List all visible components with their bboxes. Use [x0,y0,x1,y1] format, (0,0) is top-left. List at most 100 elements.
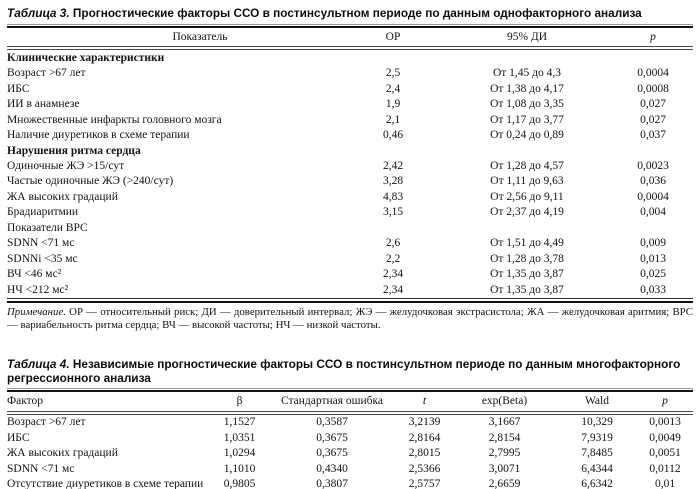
cell-label: Частые одиночные ЖЭ (>240/сут) [7,175,174,188]
cell-value: 6,6342 [581,478,613,489]
cell-value: 3,28 [382,175,404,188]
cell-value: 0,3587 [316,416,348,429]
cell-value: 2,42 [382,159,404,172]
cell-value: От 2,37 до 4,19 [490,206,564,219]
cell-label: SDNN <71 мс [7,237,75,250]
cell-value: От 0,24 до 0,89 [490,129,564,142]
cell-value: От 1,35 до 3,87 [490,283,564,296]
cell-label: SDNN <71 мс [7,462,75,475]
table4-title: Таблица 4. Независимые прогностические ф… [7,356,693,388]
cell-label: ЖА высоких градаций [7,190,118,203]
table4-col-p: p [662,395,668,408]
cell-label: ИИ в анамнезе [7,98,80,111]
cell-label: Брадиаритмии [7,206,79,219]
section-row: Нарушения ритма сердца [7,143,693,158]
cell-value: 0,027 [640,98,666,111]
cell-label: Отсутствие диуретиков в схеме терапии [7,478,204,489]
cell-value: 0,9805 [223,478,256,489]
table-row: ЖА высоких градаций 1,0294 0,3675 2,8015 2,7… [7,446,693,461]
cell-value: 1,1527 [223,416,256,429]
cell-value: 0,009 [640,237,666,250]
cell-value: 2,34 [382,268,404,281]
cell-label: Наличие диуретиков в схеме терапии [7,129,190,142]
cell-label: Одиночные ЖЭ >15/сут [7,159,125,172]
cell-value: 0,004 [640,206,666,219]
table3-col-indicator: Показатель [172,30,228,43]
cell-value: 2,34 [382,283,404,296]
cell-value: 0,0004 [637,67,669,80]
table4-header-rule [7,410,693,415]
cell-value: 3,0071 [488,462,521,475]
table-row: SDNN <71 мс 1,1010 0,4340 2,5366 3,0071 6,434… [7,461,693,476]
cell-value: 0,037 [640,129,666,142]
table-row: ЖА высоких градаций 4,83 От 2,56 до 9,11 0,… [7,189,693,204]
table4-top-rule [7,388,693,393]
cell-value: 0,0013 [649,416,681,429]
table4-col-wald: Wald [585,395,609,408]
table4-col-t: t [422,395,427,408]
table3-title: Таблица 3. Прогностические факторы ССО в… [7,5,693,24]
cell-value: 4,83 [382,190,404,203]
cell-value: От 1,45 до 4,3 [492,67,562,80]
cell-value: 1,1010 [223,462,256,475]
section-label: Клинические характеристики [7,51,165,64]
table-row: Одиночные ЖЭ >15/сут 2,42 От 1,28 до 4,57 0… [7,158,693,173]
table4-title-text: Независимые прогностические факторы ССО … [7,357,681,385]
cell-value: 3,2139 [408,416,441,429]
cell-value: 2,5757 [408,478,441,489]
table-row: ИИ в анамнезе 1,9 От 1,08 до 3,35 0,027 [7,96,693,111]
cell-value: 0,0023 [637,159,669,172]
cell-value: 0,0051 [649,447,681,460]
cell-label: Множественные инфаркты головного мозга [7,113,222,126]
cell-value: От 2,56 до 9,11 [490,190,564,203]
footnote-label: Примечание. [7,305,66,318]
cell-value: 7,9319 [581,431,613,444]
table-row: Наличие диуретиков в схеме терапии 0,46 От… [7,127,693,142]
cell-value: От 1,51 до 4,49 [490,237,564,250]
cell-label: ИБС [7,82,30,95]
cell-value: 1,0351 [223,431,256,444]
cell-value: От 1,11 до 9,63 [490,175,564,188]
cell-value: 2,8154 [488,431,521,444]
table4-col-beta: β [236,395,243,408]
table4-body: Возраст >67 лет 1,1527 0,3587 3,2139 3,1667 1… [7,415,693,489]
cell-value: 0,027 [640,113,666,126]
table-row: SDNN <71 мс 2,6 От 1,51 до 4,49 0,009 [7,236,693,251]
cell-value: 2,2 [385,252,401,265]
cell-value: 0,01 [654,478,676,489]
cell-label: ЖА высоких градаций [7,447,118,460]
cell-value: 2,4 [385,82,401,95]
cell-value: 0,0008 [637,82,669,95]
section-label: Показатели ВРС [7,221,88,234]
table4-col-expbeta: exp(Beta) [481,395,528,408]
cell-value: 0,46 [382,129,404,142]
cell-value: 3,15 [382,206,404,219]
table3: Показатель ОР 95% ДИ p [7,28,693,47]
cell-value: 1,9 [385,98,401,111]
cell-value: 0,036 [640,175,666,188]
cell-value: От 1,08 до 3,35 [490,98,564,111]
table-row: ИБС 1,0351 0,3675 2,8164 2,8154 7,9319 0,0049 [7,430,693,445]
cell-value: 0,0004 [637,190,669,203]
footnote-text: ОР — относительный риск; ДИ — доверитель… [7,305,693,331]
table4-col-stderr: Стандартная ошибка [280,395,384,408]
cell-value: 0,033 [640,283,666,296]
cell-value: 0,3675 [316,447,348,460]
table-row: Множественные инфаркты головного мозга 2,… [7,112,693,127]
cell-value: 10,329 [581,416,613,429]
section-label: Нарушения ритма сердца [7,144,141,157]
cell-label: Возраст >67 лет [7,416,86,429]
cell-label: SDNNi <35 мс [7,252,78,265]
table3-title-text: Прогностические факторы ССО в постинсуль… [69,6,642,20]
cell-label: ВЧ <46 мс² [7,268,62,281]
cell-value: 6,4344 [581,462,613,475]
table4: Фактор β Стандартная ошибка t exp(Beta) … [7,392,693,411]
cell-value: 0,3675 [316,431,348,444]
cell-value: 2,6659 [488,478,521,489]
cell-value: От 1,35 до 3,87 [490,268,564,281]
cell-label: ИБС [7,431,30,444]
section-row: Клинические характеристики [7,50,693,65]
cell-label: НЧ <212 мс² [7,283,69,296]
cell-value: От 1,17 до 3,77 [490,113,564,126]
table3-header-rule [7,46,693,50]
